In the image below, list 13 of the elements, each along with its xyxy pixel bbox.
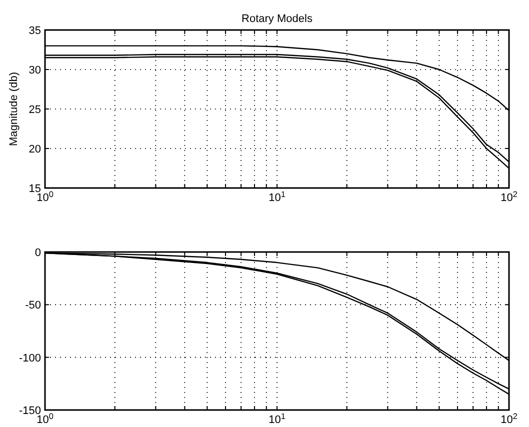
x-tick-label: 10$^{2}$ <box>500 190 518 204</box>
y-tick-label: 25 <box>28 104 41 116</box>
y-tick-label: 20 <box>28 144 41 156</box>
x-tick-label: 10$^{1}$ <box>268 190 286 204</box>
y-tick-label: 35 <box>28 25 41 37</box>
y-tick-label: 30 <box>28 64 41 76</box>
y-tick-label: -50 <box>25 300 41 312</box>
y-tick-label: -100 <box>18 352 41 364</box>
chart-title: Rotary Models <box>242 13 313 25</box>
x-tick-label: 10$^{2}$ <box>500 412 518 426</box>
y-axis-title: Magnitude (db) <box>8 72 20 146</box>
x-tick-label: 10$^{1}$ <box>268 412 286 426</box>
y-tick-label: 0 <box>34 247 41 259</box>
